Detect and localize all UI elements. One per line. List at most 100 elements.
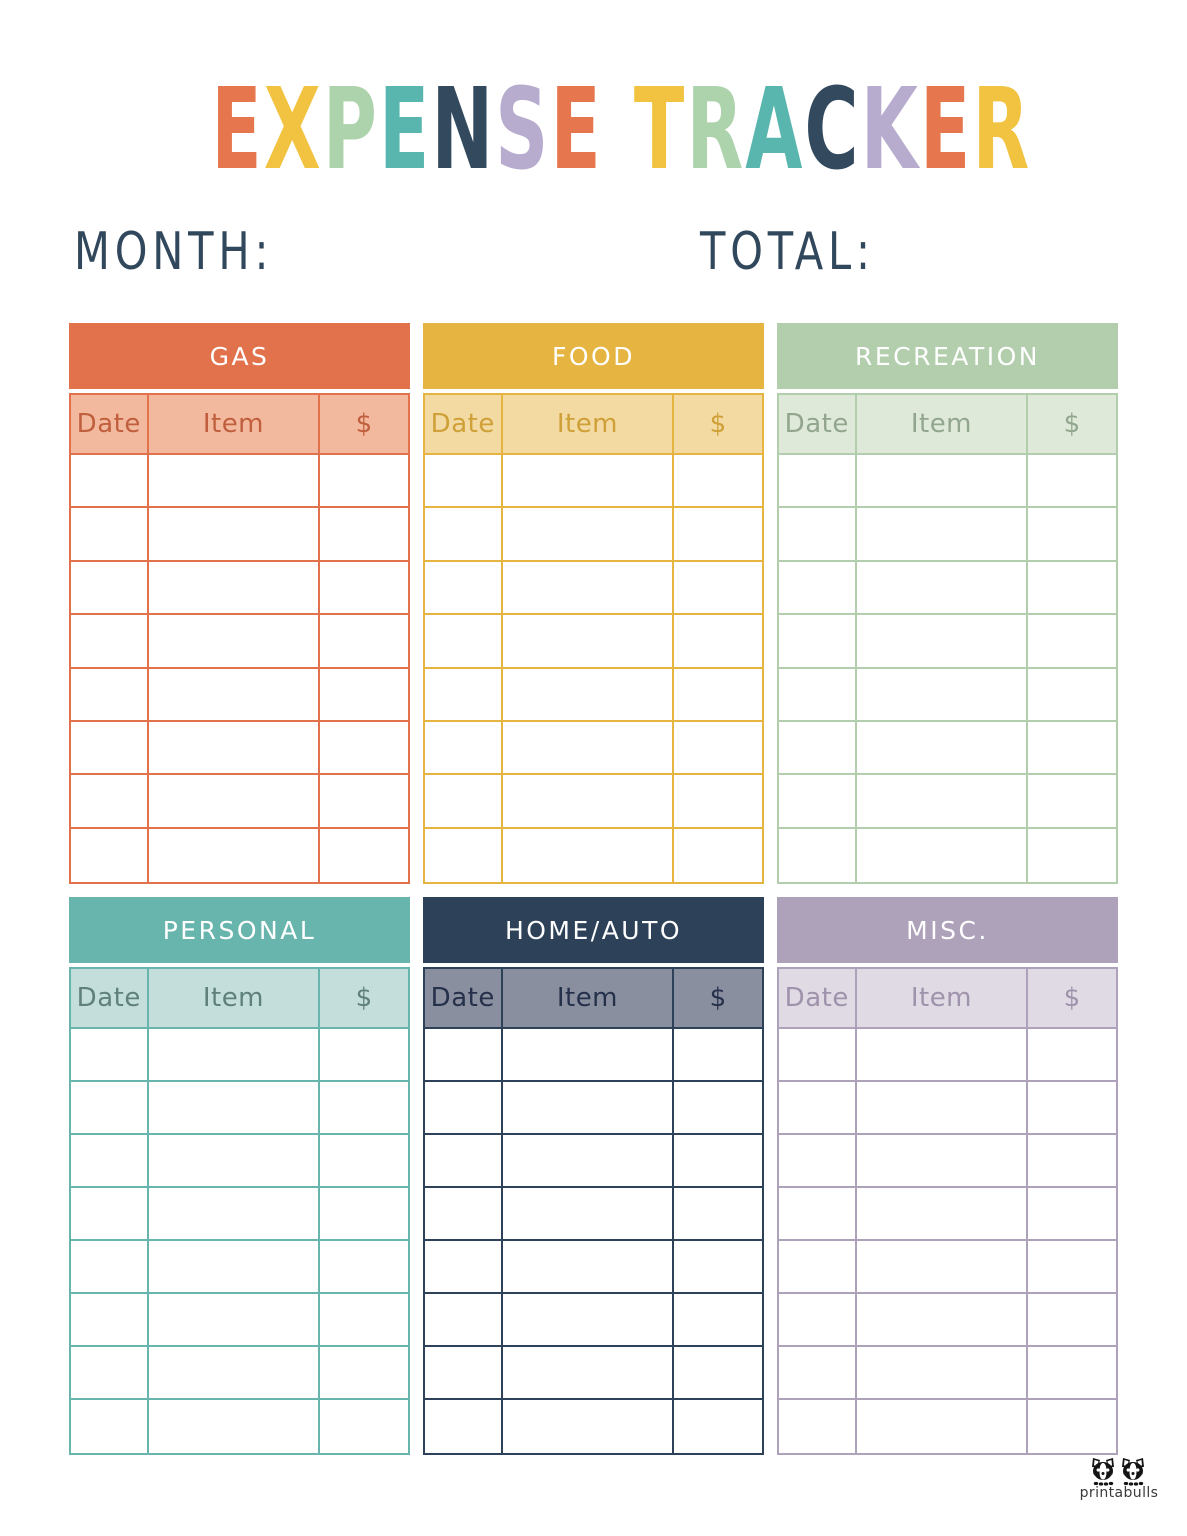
empty-cell-col-item (857, 1294, 1029, 1345)
empty-cell-col-date (779, 1188, 857, 1239)
table-row (71, 1029, 408, 1082)
title-letter: R (686, 65, 746, 195)
title-letter: E (378, 65, 432, 195)
empty-cell-col-item (503, 1294, 675, 1345)
empty-cell-col-amount (674, 1082, 762, 1133)
empty-cell-col-amount (674, 1347, 762, 1398)
table-row (71, 615, 408, 669)
empty-cell-col-item (149, 1400, 321, 1453)
empty-cell-col-item (503, 1241, 675, 1292)
empty-cell-col-date (425, 561, 503, 614)
column-header-row: Date Item $ (425, 395, 762, 455)
expense-table-home-auto: HOME/AUTO Date Item $ (423, 897, 764, 1455)
empty-cell-col-date (779, 508, 857, 560)
empty-cell-col-item (149, 561, 321, 614)
empty-cell-col-date (779, 828, 857, 882)
table-title-food: FOOD (423, 323, 764, 389)
table-row (779, 828, 1116, 882)
empty-cell-col-date (779, 668, 857, 720)
empty-cell-col-date (779, 455, 857, 507)
empty-cell-col-item (857, 455, 1029, 507)
title-letter: E (211, 65, 264, 195)
table-row (779, 615, 1116, 669)
empty-cell-col-amount (320, 669, 408, 720)
empty-cell-col-amount (674, 455, 762, 506)
table-row (425, 721, 762, 776)
empty-cell-col-amount (674, 1135, 762, 1186)
table-row (425, 1241, 762, 1294)
table-row (425, 1082, 762, 1135)
empty-cell-col-amount (1028, 1294, 1116, 1345)
table-row (71, 1400, 408, 1453)
column-header-col-item: Item (503, 969, 675, 1027)
column-header-col-amount: $ (355, 409, 373, 439)
empty-cell-col-item (503, 1188, 675, 1239)
empty-cell-col-amount (320, 508, 408, 559)
table-row (425, 508, 762, 562)
empty-cell-col-amount (1028, 1241, 1116, 1292)
expense-table-misc: MISC. Date Item $ (777, 897, 1118, 1455)
empty-cell-col-date (779, 721, 857, 774)
table-row (779, 775, 1116, 829)
table-row (425, 1029, 762, 1082)
empty-cell-col-item (149, 828, 321, 882)
empty-cell-col-date (779, 1029, 857, 1080)
table-row (425, 1188, 762, 1241)
empty-cell-col-date (71, 668, 149, 720)
empty-cell-col-date (425, 775, 503, 827)
empty-cell-col-date (71, 1400, 149, 1453)
empty-cell-col-item (149, 1082, 321, 1133)
column-header-row: Date Item $ (71, 395, 408, 455)
title-letter: C (804, 65, 861, 195)
empty-cell-col-amount (674, 669, 762, 720)
column-header-row: Date Item $ (425, 969, 762, 1029)
empty-cell-col-amount (1028, 1400, 1116, 1453)
table-row (71, 1135, 408, 1188)
empty-cell-col-item (503, 508, 675, 560)
column-header-col-amount: $ (709, 409, 727, 439)
empty-cell-col-amount (1028, 1347, 1116, 1398)
table-title-home-auto: HOME/AUTO (423, 897, 764, 963)
table-row (71, 775, 408, 829)
table-body-home-auto: Date Item $ (423, 967, 764, 1455)
empty-cell-col-amount (320, 1188, 408, 1239)
empty-cell-col-amount (1028, 508, 1116, 559)
empty-cell-col-date (779, 1400, 857, 1453)
empty-cell-col-item (503, 561, 675, 614)
table-row (425, 775, 762, 829)
empty-cell-col-item (857, 1347, 1029, 1398)
empty-cell-col-amount (1028, 722, 1116, 773)
empty-cell-col-item (857, 721, 1029, 774)
table-row (779, 561, 1116, 616)
empty-cell-col-item (149, 1241, 321, 1292)
table-title-gas: GAS (69, 323, 410, 389)
empty-cell-col-date (779, 561, 857, 614)
empty-cell-col-date (425, 1082, 503, 1133)
table-title-personal: PERSONAL (69, 897, 410, 963)
empty-cell-col-item (857, 668, 1029, 720)
empty-cell-col-amount (1028, 775, 1116, 826)
empty-cell-col-amount (1028, 615, 1116, 666)
empty-cell-col-amount (320, 1347, 408, 1398)
column-header-col-amount: $ (1063, 983, 1081, 1013)
table-row (425, 1294, 762, 1347)
empty-cell-col-date (425, 1347, 503, 1398)
title-letter: A (745, 65, 805, 195)
column-header-col-date: Date (71, 395, 149, 453)
title-letter: N (431, 65, 496, 195)
empty-cell-col-amount (674, 508, 762, 559)
empty-cell-col-date (425, 1294, 503, 1345)
table-row (71, 1347, 408, 1400)
empty-cell-col-item (857, 1082, 1029, 1133)
column-header-col-date: Date (779, 969, 857, 1027)
bulldogs-icon (1092, 1458, 1144, 1486)
table-row (71, 1188, 408, 1241)
table-row (425, 1135, 762, 1188)
column-header-col-item: Item (149, 969, 321, 1027)
table-row (425, 1347, 762, 1400)
column-header-row: Date Item $ (71, 969, 408, 1029)
table-body-gas: Date Item $ (69, 393, 410, 884)
empty-cell-col-item (503, 1347, 675, 1398)
empty-cell-col-date (71, 721, 149, 774)
empty-cell-col-item (503, 455, 675, 507)
